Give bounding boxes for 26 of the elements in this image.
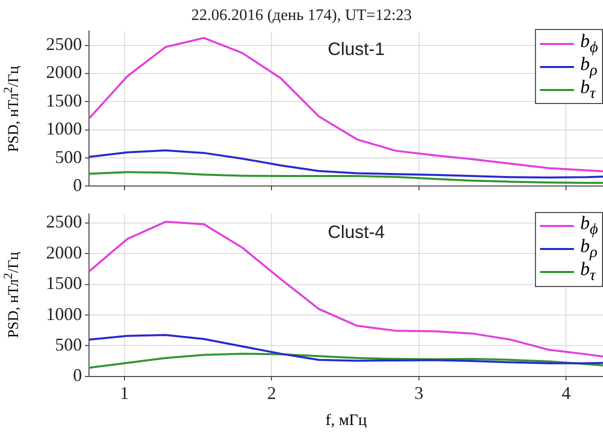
x-tick-label: 2 — [267, 382, 276, 403]
y-tick-label: 1500 — [46, 90, 82, 110]
legend-label: b$_{ρ}$ — [580, 236, 598, 262]
annotation: Clust-1 — [328, 39, 385, 60]
x-tick-label: 1 — [120, 382, 129, 403]
y-tick-label: 2500 — [46, 34, 82, 54]
legend-label: b$_{ϕ}$ — [580, 213, 598, 238]
y-tick-label: 0 — [73, 365, 82, 386]
x-tick-label: 4 — [562, 382, 571, 403]
y-tick-label: 500 — [55, 334, 82, 354]
y-tick-label: 1500 — [46, 273, 82, 294]
y-tick-label: 500 — [55, 146, 82, 167]
chart-title: 22.06.2016 (день 174), UT=12:23 — [191, 6, 412, 24]
y-tick-label: 2000 — [46, 62, 82, 82]
y-tick-label: 0 — [73, 174, 82, 195]
legend-label: b$_{τ}$ — [580, 259, 596, 286]
legend-label: b$_{ρ}$ — [580, 54, 598, 79]
y-tick-label: 1000 — [46, 304, 82, 324]
legend-label: b$_{ϕ}$ — [580, 30, 598, 56]
x-axis-title: f, мГц — [326, 412, 367, 430]
x-tick-label: 3 — [414, 382, 424, 403]
annotation: Clust-4 — [328, 222, 385, 242]
y-tick-label: 2500 — [46, 212, 82, 232]
y-tick-label: 2000 — [46, 242, 82, 262]
y-tick-label: 1000 — [46, 118, 82, 139]
legend-label: b$_{τ}$ — [580, 76, 596, 103]
